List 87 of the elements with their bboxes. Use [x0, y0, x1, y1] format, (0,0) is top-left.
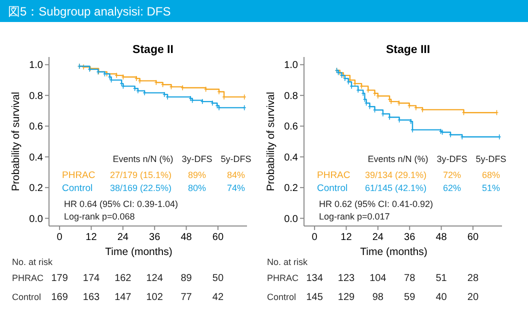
annotation: 74% [226, 183, 246, 193]
x-tick-label: 24 [372, 232, 384, 243]
text: PHRAC [267, 273, 299, 283]
text: 169 [51, 292, 68, 303]
text: 147 [114, 292, 132, 303]
text: 59 [404, 292, 416, 303]
annotation: 39/134 (29.1%) [365, 170, 427, 180]
y-tick-label: 0.8 [284, 90, 298, 102]
text: 40 [436, 292, 448, 303]
y-tick-label: 0.2 [284, 183, 298, 194]
text: 20 [467, 292, 479, 303]
text: 77 [180, 292, 192, 303]
annotation: 51% [482, 183, 500, 193]
x-tick-label: 36 [149, 232, 161, 243]
text: Control [267, 292, 296, 302]
y-axis-title: Probability of survival [265, 92, 277, 192]
y-tick-label: 0.2 [29, 183, 44, 194]
annotation: 3y-DFS [436, 154, 468, 164]
annotation: 72% [442, 170, 462, 180]
text: 129 [338, 292, 356, 303]
text: Control [317, 183, 348, 194]
annotation: Log-rank p=0.068 [64, 212, 135, 222]
annotation: Events n/N (%) [368, 154, 428, 164]
text: Control [12, 292, 42, 302]
text: 28 [467, 273, 479, 284]
x-tick-label: 24 [117, 232, 129, 243]
annotation: HR 0.62 (95% CI: 0.41-0.92) [319, 199, 434, 209]
x-tick-label: 36 [404, 232, 416, 243]
annotation: 27/179 (15.1%) [110, 170, 172, 180]
annotation: 68% [482, 170, 500, 180]
x-tick-label: 12 [340, 232, 352, 243]
annotation: 38/169 (22.5%) [110, 183, 172, 193]
annotation: 3y-DFS [182, 154, 212, 164]
annotation: 5y-DFS [220, 154, 252, 164]
annotation: Events n/N (%) [112, 154, 174, 164]
annotation: 89% [188, 170, 206, 180]
text: 174 [82, 273, 100, 284]
x-tick-label: 0 [56, 232, 63, 243]
x-tick-label: 60 [212, 232, 224, 243]
y-tick-label: 0.4 [284, 152, 298, 164]
y-tick-label: 0.8 [29, 90, 44, 102]
text: 123 [338, 273, 356, 284]
text: 51 [436, 273, 448, 284]
y-axis-title: Probability of survival [10, 92, 22, 192]
chart-subtitle: 図5：Subgroup analysisi: DFS [8, 4, 171, 18]
x-tick-label: 12 [86, 232, 98, 243]
y-tick-label: 1.0 [284, 60, 298, 72]
x-axis-title: Time (months) [360, 246, 428, 258]
text: PHRAC [62, 170, 96, 181]
x-tick-label: 48 [436, 232, 448, 243]
text: 104 [370, 273, 387, 284]
annotation: 84% [226, 170, 246, 180]
annotation: 5y-DFS [476, 154, 506, 164]
text: 163 [82, 292, 100, 303]
text: 98 [372, 292, 384, 303]
y-tick-label: 0.0 [29, 214, 44, 225]
text: PHRAC [317, 170, 350, 181]
annotation: Log-rank p=0.017 [319, 212, 390, 222]
y-tick-label: 0.4 [29, 152, 44, 164]
chart-title: Stage III [386, 44, 430, 56]
text: PHRAC [12, 273, 44, 283]
text: 89 [180, 273, 192, 284]
x-tick-label: 60 [467, 232, 479, 243]
y-tick-label: 0.6 [284, 122, 298, 133]
text: 145 [306, 292, 324, 303]
annotation: 62% [442, 183, 462, 193]
text: Control [62, 183, 93, 194]
text: 124 [146, 273, 164, 284]
text: 102 [146, 292, 164, 303]
text: 162 [114, 273, 132, 284]
text: 179 [51, 273, 68, 284]
y-tick-label: 0.6 [29, 122, 44, 133]
text: No. at risk [12, 257, 54, 267]
annotation: 80% [188, 183, 206, 193]
x-tick-label: 0 [312, 232, 318, 243]
chart-title: Stage II [132, 44, 174, 56]
text: 50 [212, 273, 224, 284]
text: 42 [212, 292, 224, 303]
y-tick-label: 1.0 [29, 60, 44, 72]
y-tick-label: 0.0 [284, 214, 298, 225]
text: 78 [404, 273, 416, 284]
text: No. at risk [267, 257, 308, 267]
annotation: HR 0.64 (95% CI: 0.39-1.04) [64, 199, 178, 209]
text: 134 [306, 273, 324, 284]
x-tick-label: 48 [180, 232, 192, 243]
x-axis-title: Time (months) [105, 246, 172, 258]
annotation: 61/145 (42.1%) [365, 183, 427, 193]
